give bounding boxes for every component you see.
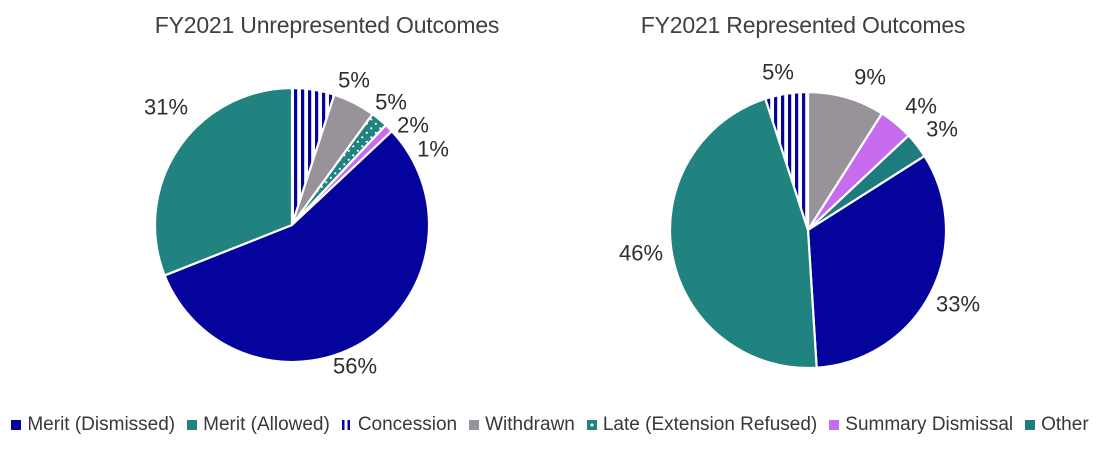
pie-slice-concession: [764, 90, 810, 232]
slice-label-merit-allowed: 31%: [144, 95, 188, 120]
legend-label: Summary Dismissal: [845, 414, 1014, 435]
pie-svg: 5%5%2%1%56%31%: [144, 68, 449, 379]
pie-svg: 9% 4%3% 33% 46% 5%: [619, 60, 980, 370]
pie-slice-merit-allowed: [153, 86, 294, 277]
legend-item-merit-allowed: Merit (Allowed): [187, 414, 330, 436]
legend-marker-merit-allowed-icon: [187, 420, 198, 430]
legend-label: Merit (Dismissed): [27, 414, 176, 435]
slice-label-merit-allowed: 46%: [619, 241, 663, 266]
legend-marker-late-extension-refused-icon: [586, 420, 597, 430]
slice-label-withdrawn: 5%: [375, 90, 407, 115]
slice-label-merit-dismissed: 33%: [936, 292, 980, 317]
legend-label: Withdrawn: [485, 414, 575, 435]
pie-slice-merit-dismissed: [163, 130, 431, 364]
pie-slice-merit-dismissed: [806, 154, 948, 369]
legend-label: Late (Extension Refused): [602, 414, 818, 435]
unrepresented-pie-chart: 5% 5% 2% 1% 56% 31%: [0, 0, 550, 400]
legend-label: Merit (Allowed): [203, 414, 330, 435]
legend-marker-summary-dismissal-icon: [829, 420, 840, 430]
legend-marker-other-icon: [1025, 420, 1036, 430]
chart-title-represented: FY2021 Represented Outcomes: [640, 12, 966, 38]
legend-item-withdrawn: Withdrawn: [469, 414, 575, 436]
slice-label-summary-dismissal: 1%: [417, 137, 449, 162]
slice-label-summary-dismissal: 4%: [905, 94, 937, 119]
legend-item-merit-dismissed: Merit (Dismissed): [11, 414, 175, 436]
slice-label-merit-dismissed: 56%: [333, 354, 377, 379]
slice-label-other: 3%: [926, 117, 958, 142]
legend-marker-withdrawn-icon: [469, 420, 480, 430]
legend-label: Concession: [357, 414, 458, 435]
legend-item-summary-dismissal: Summary Dismissal: [829, 414, 1013, 436]
legend-item-other: Other: [1025, 414, 1089, 436]
legend-marker-merit-dismissed-icon: [11, 420, 22, 430]
pie-slice-merit-allowed: [668, 97, 818, 370]
slice-label-concession: 5%: [338, 68, 370, 93]
legend-item-late-extension-refused: Late (Extension Refused): [586, 414, 818, 436]
slice-label-concession: 5%: [762, 60, 794, 85]
slice-label-late-extension-refused: 2%: [397, 113, 429, 138]
chart-legend: Merit (Dismissed) Merit (Allowed) Conces…: [0, 408, 1100, 442]
legend-label: Other: [1041, 414, 1089, 435]
slice-label-withdrawn: 9%: [854, 65, 886, 90]
represented-pie-chart: 9% 4% 3% 33% 46% 5%: [550, 0, 1100, 400]
legend-marker-concession-icon: [341, 420, 352, 430]
chart-title-unrepresented: FY2021 Unrepresented Outcomes: [154, 12, 500, 38]
legend-item-concession: Concession: [341, 414, 458, 436]
